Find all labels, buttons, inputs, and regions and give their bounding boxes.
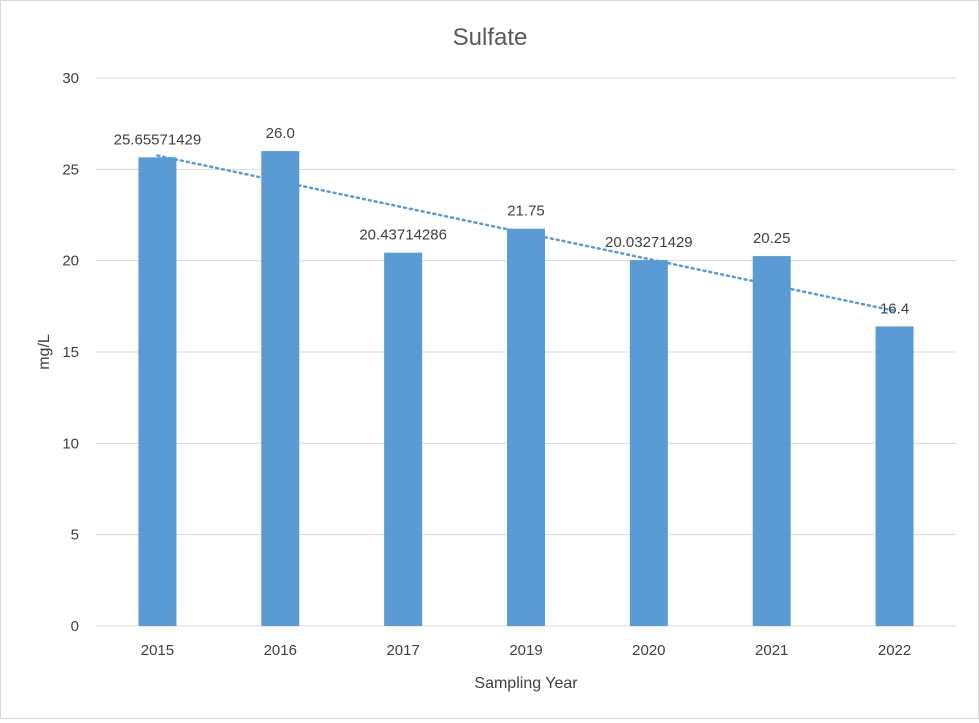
bar [752,256,791,626]
chart-title: Sulfate [453,24,528,51]
y-tick-label: 10 [62,435,79,452]
x-axis-ticks: 2015 2016 2017 2019 2020 2021 2022 [141,642,912,659]
data-label: 26.0 [266,125,295,142]
y-tick-label: 5 [71,527,79,544]
data-label: 21.75 [507,203,545,220]
y-tick-label: 0 [71,618,79,635]
bar [261,151,300,627]
x-tick-label: 2019 [509,642,542,659]
x-axis-title: Sampling Year [474,675,578,692]
x-tick-label: 2017 [386,642,419,659]
trendline [156,154,896,313]
bar [138,157,177,626]
bar [875,326,914,626]
data-label: 20.03271429 [605,234,693,251]
x-tick-label: 2021 [755,642,788,659]
x-tick-label: 2022 [878,642,911,659]
y-tick-label: 15 [62,344,79,361]
bars [138,151,914,627]
y-tick-label: 25 [62,161,79,178]
data-label: 25.65571429 [114,131,202,148]
x-tick-label: 2020 [632,642,665,659]
data-label: 16.4 [880,300,909,317]
y-axis-title: mg/L [36,334,53,370]
data-labels: 25.65571429 26.0 20.43714286 21.75 20.032714… [114,125,910,317]
x-tick-label: 2015 [141,642,174,659]
bar [507,228,545,626]
data-label: 20.43714286 [359,227,447,244]
trendline-group [156,154,896,313]
data-label: 20.25 [753,230,791,247]
y-tick-label: 20 [62,253,79,270]
y-tick-label: 30 [62,70,79,87]
bar [629,260,668,626]
x-tick-label: 2016 [264,642,297,659]
y-axis-ticks: 0 5 10 15 20 25 30 [62,70,79,635]
bar [384,252,423,626]
